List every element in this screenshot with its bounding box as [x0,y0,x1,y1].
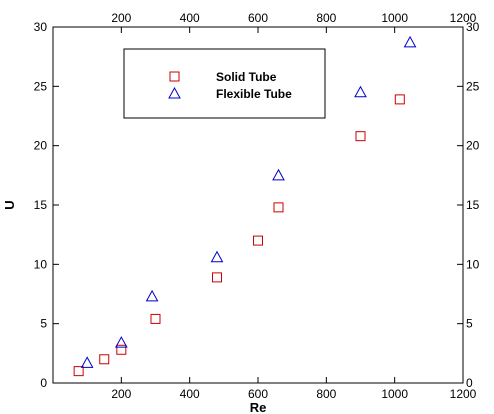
y-axis-title: U [2,200,17,209]
point-solid-tube [73,366,84,377]
point-solid-tube [273,202,284,213]
point-solid-tube [212,272,222,283]
point-flexible-tube [354,85,367,98]
point-flexible-tube [272,168,285,181]
point-solid-tube [355,131,366,142]
point-flexible-tube [80,356,94,368]
y-tick-label-right: 15 [466,198,480,212]
y-tick-label-left: 20 [34,139,48,153]
x-tick-label-bottom: 800 [316,387,336,401]
x-tick-label-top: 1200 [450,11,477,25]
data-marks [73,35,417,377]
x-tick-label-top: 600 [248,11,268,25]
y-tick-label-right: 5 [466,317,473,331]
x-tick-label-bottom: 200 [111,387,131,401]
point-solid-tube [150,313,161,324]
legend: Solid Tube Flexible Tube [123,48,326,119]
y-tick-label-right: 10 [466,257,480,271]
x-tick-label-top: 800 [316,11,336,25]
point-solid-tube [99,354,110,365]
point-flexible-tube [145,289,159,302]
x-tick-label-bottom: 600 [248,387,268,401]
x-tick-label-bottom: 1000 [381,387,408,401]
x-tick-label-top: 400 [180,11,200,25]
tick-labels: 2002004004006006008008001000100012001200… [34,11,480,401]
x-tick-label-top: 200 [111,11,131,25]
point-solid-tube [116,344,127,355]
y-tick-label-left: 5 [40,317,47,331]
y-tick-label-right: 0 [466,376,473,390]
y-tick-label-left: 25 [34,79,48,93]
point-solid-tube [394,94,405,105]
y-tick-label-left: 10 [34,257,48,271]
point-solid-tube [253,235,263,246]
legend-label-flexible-tube: Flexible Tube [216,87,292,101]
point-flexible-tube [210,250,224,263]
y-tick-label-left: 30 [34,20,48,34]
x-tick-label-bottom: 400 [180,387,200,401]
legend-marker-solid-tube [169,71,180,82]
y-tick-label-right: 25 [466,79,480,93]
x-tick-label-top: 1000 [381,11,408,25]
y-tick-label-left: 15 [34,198,48,212]
y-tick-label-right: 30 [466,20,480,34]
y-tick-label-left: 0 [40,376,47,390]
x-axis-title: Re [250,400,267,414]
y-tick-label-right: 20 [466,139,480,153]
point-flexible-tube [114,336,128,348]
legend-label-solid-tube: Solid Tube [216,70,277,84]
x-tick-label-bottom: 1200 [450,387,477,401]
axis-ticks [53,26,464,384]
legend-marker-flexible-tube [168,86,181,99]
point-flexible-tube [403,35,417,48]
legend-box [123,48,326,119]
